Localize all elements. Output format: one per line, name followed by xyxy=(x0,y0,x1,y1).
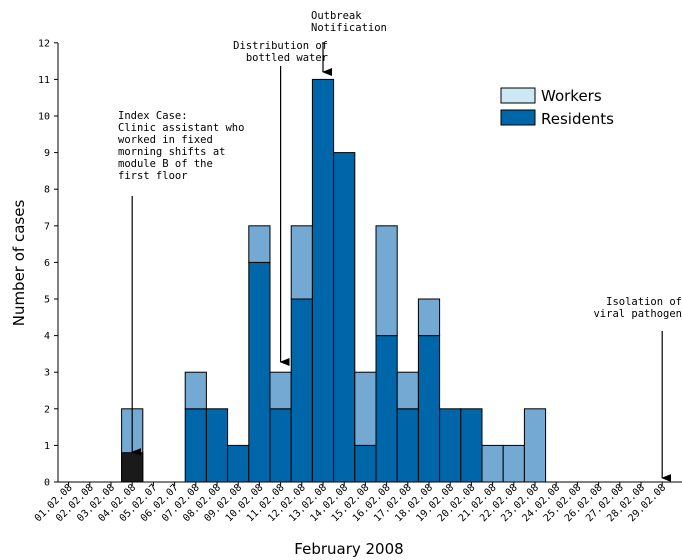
y-tick-label: 7 xyxy=(44,221,50,232)
bar-residents xyxy=(290,298,313,483)
y-tick-label: 6 xyxy=(44,258,50,269)
bar-workers xyxy=(396,371,419,410)
bar-residents xyxy=(396,408,419,483)
legend-swatch-workers xyxy=(500,87,536,104)
bar-workers xyxy=(290,225,313,300)
bar-residents xyxy=(269,408,292,483)
bar-residents xyxy=(205,408,229,483)
bar-workers xyxy=(375,225,398,337)
bar-workers xyxy=(502,444,525,483)
bar-residents xyxy=(248,261,271,483)
y-tick-label: 3 xyxy=(44,368,50,379)
annotation-text: Distribution of bottled water xyxy=(233,40,328,64)
annotations-layer: Outbreak Notification Distribution of bottl… xyxy=(118,10,682,482)
y-tick-label: 11 xyxy=(38,75,50,86)
y-tick-label: 8 xyxy=(44,185,50,196)
legend-label-residents: Residents xyxy=(541,110,614,128)
y-tick-label: 2 xyxy=(44,404,50,415)
bar-residents xyxy=(439,408,462,483)
x-axis-title: February 2008 xyxy=(294,540,403,558)
legend-swatch-residents xyxy=(500,109,536,126)
bar-workers xyxy=(184,371,207,410)
y-tick-label: 0 xyxy=(44,478,50,489)
y-tick-label: 12 xyxy=(38,38,50,49)
legend-label-workers: Workers xyxy=(541,87,602,105)
x-ticks: 01.02.0802.02.0803.02.0804.02.0805.02.07… xyxy=(33,482,668,524)
bar-workers xyxy=(269,371,292,410)
bar-residents xyxy=(417,335,441,483)
y-axis-title: Number of cases xyxy=(10,200,28,327)
bar-workers xyxy=(417,298,441,337)
bar-workers xyxy=(354,371,377,446)
annotation-text: Index Case: Clinic assistant who worked in… xyxy=(118,110,244,182)
bar-residents xyxy=(184,408,207,483)
y-tick-label: 4 xyxy=(44,331,50,342)
bar-residents xyxy=(333,152,356,483)
bar-workers xyxy=(481,444,504,483)
bar-index-case xyxy=(121,452,144,483)
bar-residents xyxy=(375,335,398,483)
annotation-text: Isolation of viral pathogen xyxy=(593,296,682,320)
legend: Workers Residents xyxy=(500,87,614,128)
bar-workers xyxy=(523,408,547,483)
y-tick-label: 9 xyxy=(44,148,50,159)
bar-residents xyxy=(354,444,377,483)
bar-residents xyxy=(227,444,250,483)
y-tick-label: 5 xyxy=(44,295,50,306)
bar-workers xyxy=(248,225,271,263)
bar-residents xyxy=(311,78,335,483)
y-tick-label: 10 xyxy=(38,112,50,123)
bar-residents xyxy=(460,408,483,483)
y-tick-label: 1 xyxy=(44,441,50,452)
annotation-text: Outbreak Notification xyxy=(311,10,387,34)
